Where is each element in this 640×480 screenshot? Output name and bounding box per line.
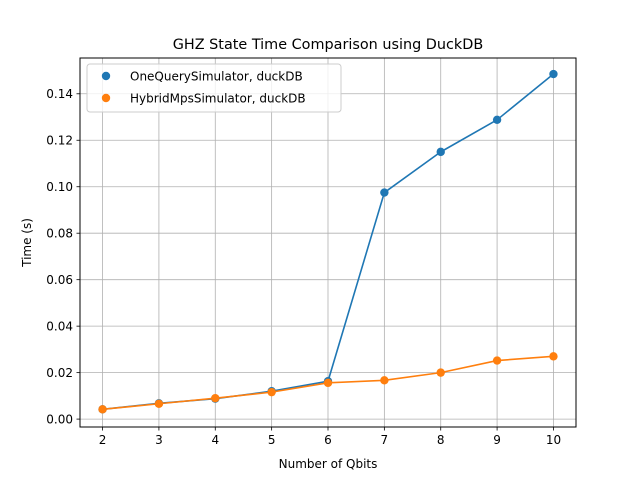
data-point [436, 147, 445, 157]
data-point [267, 387, 276, 397]
data-point [492, 115, 502, 125]
x-tick-label: 5 [268, 433, 276, 447]
y-tick-label: 0.04 [46, 319, 73, 333]
y-tick-label: 0.08 [46, 227, 73, 241]
legend-marker [101, 71, 111, 81]
data-point [380, 376, 389, 385]
chart-title: GHZ State Time Comparison using DuckDB [173, 37, 483, 53]
legend: OneQuerySimulator, duckDB HybridMpsSimula… [86, 63, 342, 113]
legend-label: OneQuerySimulator, duckDB [130, 70, 303, 84]
x-tick-label: 8 [437, 433, 445, 447]
y-axis: 0.00 0.02 0.04 0.06 0.08 0.10 0.12 0.14 [46, 87, 80, 426]
data-point [492, 356, 502, 365]
data-point [323, 378, 333, 388]
y-tick-label: 0.06 [46, 273, 73, 287]
data-point [154, 399, 164, 408]
data-point [436, 368, 445, 377]
data-point [380, 188, 389, 197]
x-axis: 2 3 4 5 6 7 8 9 10 [99, 427, 561, 447]
x-tick-label: 4 [211, 433, 219, 447]
x-tick-label: 7 [381, 433, 389, 447]
series-layer [98, 69, 558, 414]
y-tick-label: 0.12 [46, 134, 73, 148]
series-2 [98, 352, 558, 414]
data-point [98, 405, 107, 414]
x-tick-label: 6 [324, 433, 332, 447]
x-axis-label: Number of Qbits [279, 457, 378, 471]
y-tick-label: 0.10 [46, 180, 73, 194]
y-tick-label: 0.02 [46, 366, 73, 380]
y-axis-label: Time (s) [20, 218, 34, 268]
x-tick-label: 9 [493, 433, 501, 447]
data-point [549, 352, 558, 361]
legend-marker [101, 93, 111, 103]
legend-label: HybridMpsSimulator, duckDB [130, 92, 306, 106]
data-point [211, 393, 220, 403]
y-tick-label: 0.00 [46, 412, 73, 426]
data-point [549, 69, 558, 79]
x-tick-label: 2 [99, 433, 107, 447]
x-tick-label: 10 [546, 433, 561, 447]
x-tick-label: 3 [155, 433, 163, 447]
legend-box [86, 63, 342, 113]
y-tick-label: 0.14 [46, 87, 73, 101]
